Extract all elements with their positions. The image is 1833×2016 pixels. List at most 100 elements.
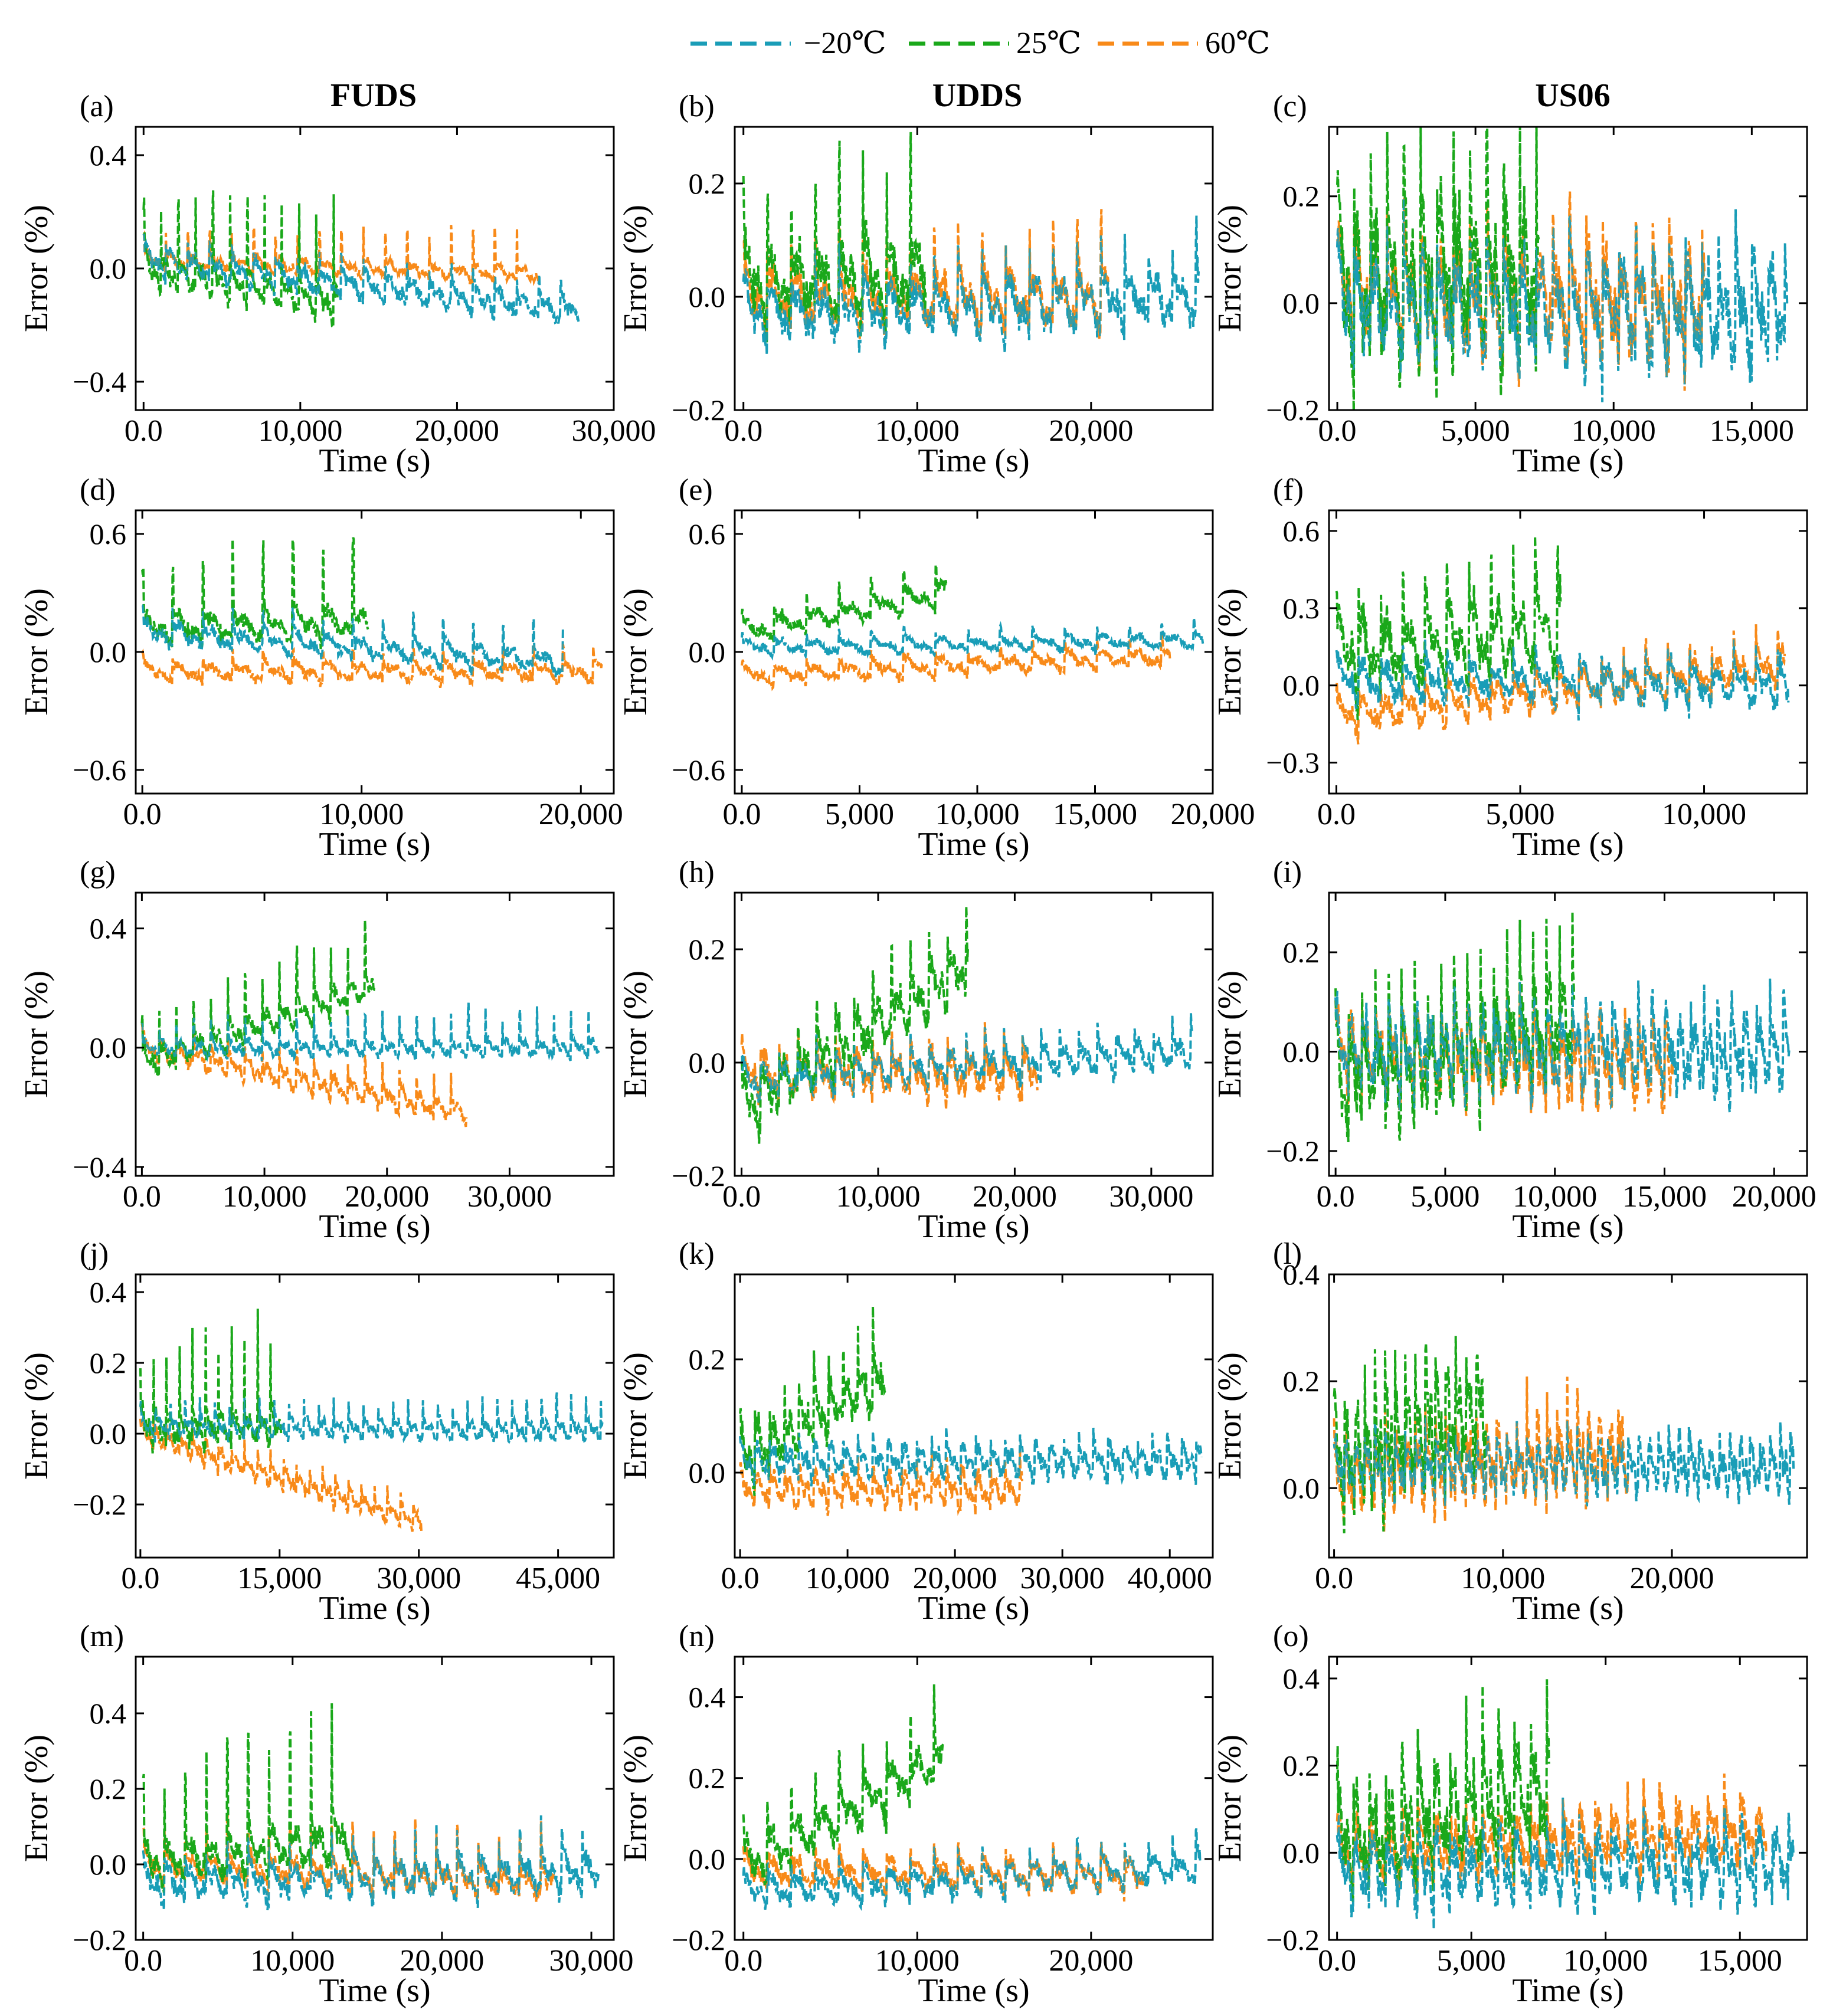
series-group xyxy=(1335,536,1790,745)
series-line-neg20-overlay xyxy=(739,1427,1203,1487)
series-group xyxy=(1336,1679,1795,1929)
y-axis-label: Error (%) xyxy=(18,971,55,1098)
y-tick-label: −0.2 xyxy=(1266,1135,1320,1168)
panel-letter: (n) xyxy=(679,1620,715,1653)
series-group xyxy=(1333,1336,1795,1533)
x-tick-label: 30,000 xyxy=(1109,1180,1193,1214)
x-tick-label: 10,000 xyxy=(1461,1562,1545,1595)
panel-letter: (f) xyxy=(1273,473,1304,507)
x-tick-label: 0.0 xyxy=(1318,1944,1356,1978)
y-tick-label: 0.0 xyxy=(1283,1035,1320,1068)
panel-letter: (o) xyxy=(1273,1620,1309,1653)
y-tick-label: −0.4 xyxy=(73,365,126,398)
series-group xyxy=(142,190,580,329)
x-tick-label: 5,000 xyxy=(1486,798,1555,831)
y-axis-label: Error (%) xyxy=(617,1352,654,1480)
x-tick-label: 10,000 xyxy=(935,798,1019,831)
y-axis-label: Error (%) xyxy=(18,1352,55,1480)
x-tick-label: 0.0 xyxy=(724,414,762,448)
x-tick-label: 20,000 xyxy=(1049,1944,1133,1978)
x-tick-label: 0.0 xyxy=(1317,1180,1355,1214)
x-axis-label: Time (s) xyxy=(1512,826,1623,863)
x-tick-label: 10,000 xyxy=(806,1562,890,1595)
x-tick-label: 30,000 xyxy=(1020,1562,1105,1595)
series-line-60 xyxy=(739,1451,1023,1516)
x-tick-label: 30,000 xyxy=(377,1562,461,1595)
series-line-neg20-overlay xyxy=(142,604,564,678)
series-group xyxy=(1334,912,1791,1142)
y-tick-label: −0.2 xyxy=(73,1923,126,1956)
x-tick-label: 0.0 xyxy=(724,1944,762,1978)
series-line-neg20-overlay xyxy=(1334,978,1791,1113)
y-tick-label: 0.0 xyxy=(1283,1471,1320,1504)
y-tick-label: 0.0 xyxy=(689,1456,726,1489)
y-tick-label: 0.4 xyxy=(1283,1258,1320,1291)
series-line-25 xyxy=(742,1684,944,1886)
x-tick-label: 5,000 xyxy=(1437,1944,1506,1978)
y-tick-label: 0.0 xyxy=(689,280,726,313)
plot-frame xyxy=(1328,126,1808,411)
series-line-60 xyxy=(139,1418,423,1532)
y-tick-label: −0.2 xyxy=(672,1159,725,1192)
y-tick-label: 0.2 xyxy=(1283,180,1320,213)
series-line-neg20-overlay xyxy=(742,215,1200,355)
y-tick-label: 0.2 xyxy=(689,1762,726,1795)
x-axis-label: Time (s) xyxy=(918,1972,1029,2009)
x-axis-label: Time (s) xyxy=(1512,1590,1623,1627)
y-tick-label: −0.6 xyxy=(672,753,725,786)
column-title-udds: UDDS xyxy=(932,77,1022,114)
x-axis-label: Time (s) xyxy=(918,442,1029,479)
x-axis-label: Time (s) xyxy=(1512,1208,1623,1245)
y-axis-label: Error (%) xyxy=(18,588,55,716)
series-line-neg20-overlay xyxy=(142,233,580,324)
y-tick-label: 0.0 xyxy=(1283,287,1320,320)
plot-frame xyxy=(734,126,1214,411)
x-tick-label: 15,000 xyxy=(1710,414,1794,448)
y-tick-label: −0.2 xyxy=(1266,394,1320,427)
series-group xyxy=(140,920,600,1127)
y-tick-label: 0.6 xyxy=(1283,514,1320,548)
x-tick-label: 20,000 xyxy=(1732,1180,1816,1214)
x-tick-label: 0.0 xyxy=(121,1562,159,1595)
x-tick-label: 20,000 xyxy=(973,1180,1057,1214)
series-line-25 xyxy=(1333,1336,1487,1533)
y-axis-label: Error (%) xyxy=(18,1735,55,1862)
column-title-fuds: FUDS xyxy=(330,77,417,114)
panel-letter: (e) xyxy=(679,473,713,507)
panel-letter: (i) xyxy=(1273,855,1302,889)
series-line-60 xyxy=(1336,1774,1767,1893)
panel-a: 0.0 10,000 20,000 30,000 −0.4 0.0 0.4 Time (s) E… xyxy=(18,90,656,479)
x-tick-label: 10,000 xyxy=(875,414,960,448)
series-line-neg20-overlay xyxy=(1336,198,1788,402)
y-tick-label: 0.4 xyxy=(90,1276,127,1309)
panel-letter: (k) xyxy=(679,1237,715,1271)
series-line-neg20-overlay xyxy=(1336,1797,1795,1929)
y-tick-label: 0.2 xyxy=(1283,936,1320,969)
series-line-25 xyxy=(142,190,339,329)
y-axis-label: Error (%) xyxy=(1212,1735,1248,1862)
panels: 0.0 10,000 20,000 30,000 −0.4 0.0 0.4 Time (s) E… xyxy=(18,90,1816,2009)
plot-frame xyxy=(135,1273,615,1559)
series-line-neg20-overlay xyxy=(741,617,1204,660)
y-axis-label: Error (%) xyxy=(617,588,654,716)
panel-letter: (g) xyxy=(80,855,116,889)
plot-frame xyxy=(1328,1273,1808,1559)
series-group xyxy=(1336,127,1789,410)
y-tick-label: −0.2 xyxy=(73,1488,126,1521)
x-tick-label: 0.0 xyxy=(1315,1562,1353,1595)
x-tick-label: 0.0 xyxy=(123,1180,161,1214)
x-axis-label: Time (s) xyxy=(918,1590,1029,1627)
series-line-60 xyxy=(140,1023,468,1127)
x-tick-label: 10,000 xyxy=(258,414,342,448)
y-axis-label: Error (%) xyxy=(18,205,55,332)
y-tick-label: 0.2 xyxy=(90,1772,127,1805)
series-line-neg20-overlay xyxy=(742,1828,1202,1910)
x-tick-label: 10,000 xyxy=(1563,1944,1648,1978)
x-tick-label: 0.0 xyxy=(1318,414,1357,448)
x-tick-label: 20,000 xyxy=(400,1944,484,1978)
x-axis-label: Time (s) xyxy=(319,826,430,863)
series-line-25 xyxy=(742,132,927,343)
